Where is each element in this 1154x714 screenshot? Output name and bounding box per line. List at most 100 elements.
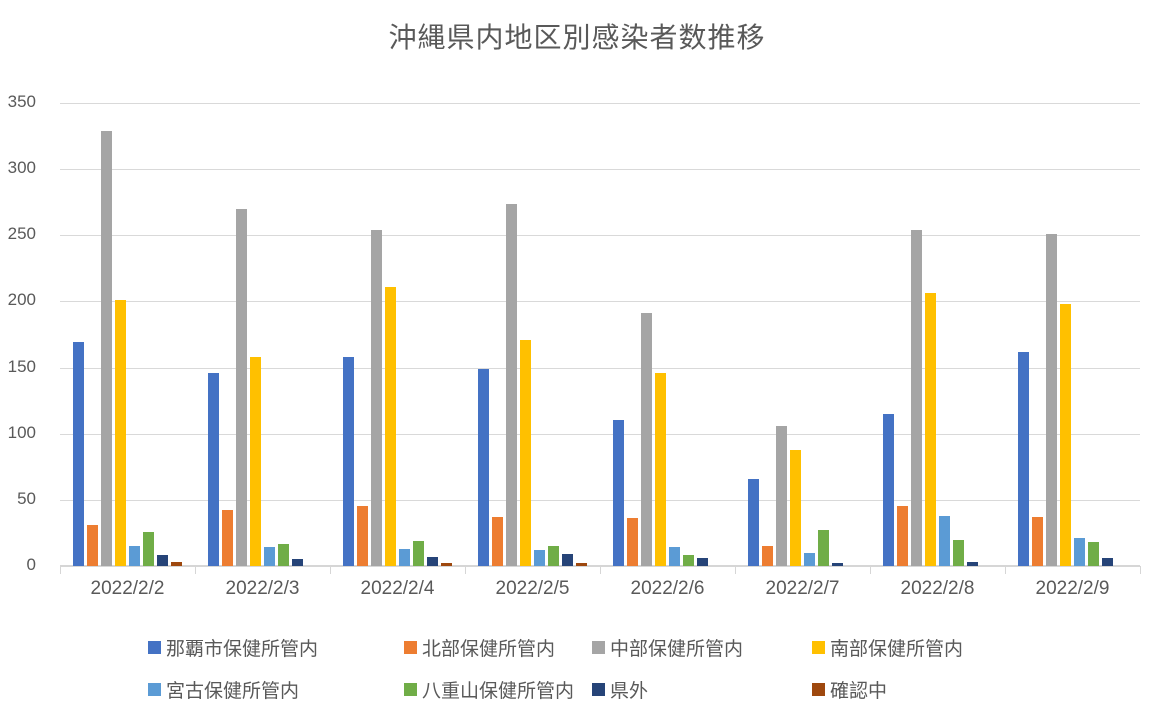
legend-label: 宮古保健所管内 (166, 680, 300, 702)
legend-item-八重山保健所管内: 八重山保健所管内 (404, 676, 592, 703)
bar-宮古保健所管内-2022/2/9 (1074, 538, 1085, 566)
legend-swatch-icon (812, 640, 825, 654)
legend-swatch-icon (148, 682, 161, 696)
legend-label: 確認中 (830, 680, 888, 702)
bar-確認中-2022/2/2 (171, 562, 182, 566)
bar-group-2022/2/3 (195, 103, 330, 566)
bar-八重山保健所管内-2022/2/5 (548, 546, 559, 566)
bar-北部保健所管内-2022/2/7 (762, 546, 773, 566)
bar-宮古保健所管内-2022/2/2 (129, 546, 140, 566)
bar-那覇市保健所管内-2022/2/5 (478, 369, 489, 566)
bar-北部保健所管内-2022/2/6 (627, 518, 638, 566)
legend-item-中部保健所管内: 中部保健所管内 (592, 634, 812, 661)
bar-中部保健所管内-2022/2/4 (371, 230, 382, 566)
bar-確認中-2022/2/5 (576, 563, 587, 566)
bar-宮古保健所管内-2022/2/4 (399, 549, 410, 566)
bar-県外-2022/2/9 (1102, 558, 1113, 566)
x-axis-tick (330, 566, 331, 574)
bar-group-2022/2/8 (870, 103, 1005, 566)
bar-宮古保健所管内-2022/2/7 (804, 553, 815, 566)
bar-八重山保健所管内-2022/2/3 (278, 544, 289, 566)
gridline-300 (60, 169, 1140, 171)
legend-swatch-icon (404, 682, 417, 696)
bar-那覇市保健所管内-2022/2/7 (748, 479, 759, 566)
bar-那覇市保健所管内-2022/2/3 (208, 373, 219, 566)
y-tick-label-200: 200 (7, 290, 36, 310)
x-axis-tick (735, 566, 736, 574)
x-label-2022/2/5: 2022/2/5 (495, 578, 570, 599)
bar-宮古保健所管内-2022/2/5 (534, 550, 545, 566)
legend-item-那覇市保健所管内: 那覇市保健所管内 (148, 634, 404, 661)
bar-那覇市保健所管内-2022/2/4 (343, 357, 354, 566)
bar-北部保健所管内-2022/2/2 (87, 525, 98, 566)
y-tick-label-350: 350 (7, 92, 36, 111)
x-label-2022/2/6: 2022/2/6 (630, 578, 705, 599)
x-axis-tick (1140, 566, 1141, 574)
legend-swatch-icon (812, 682, 825, 696)
bar-南部保健所管内-2022/2/6 (655, 373, 666, 566)
bar-南部保健所管内-2022/2/4 (385, 287, 396, 566)
x-axis-tick (60, 566, 61, 574)
x-axis-tick (465, 566, 466, 574)
bar-中部保健所管内-2022/2/2 (101, 131, 112, 566)
bar-group-2022/2/5 (465, 103, 600, 566)
bar-北部保健所管内-2022/2/9 (1032, 517, 1043, 566)
bar-八重山保健所管内-2022/2/4 (413, 541, 424, 566)
bar-八重山保健所管内-2022/2/9 (1088, 542, 1099, 566)
gridline-100 (60, 433, 1140, 435)
bar-宮古保健所管内-2022/2/6 (669, 547, 680, 566)
bar-那覇市保健所管内-2022/2/8 (883, 414, 894, 566)
bar-県外-2022/2/2 (157, 555, 168, 566)
x-axis-tick (870, 566, 871, 574)
legend-swatch-icon (592, 682, 605, 696)
legend-swatch-icon (404, 640, 417, 654)
bar-中部保健所管内-2022/2/7 (776, 426, 787, 566)
legend-label: 県外 (610, 680, 649, 702)
bar-中部保健所管内-2022/2/6 (641, 313, 652, 566)
bar-八重山保健所管内-2022/2/6 (683, 555, 694, 566)
x-axis-tick (195, 566, 196, 574)
y-tick-label-300: 300 (7, 158, 36, 178)
bar-県外-2022/2/4 (427, 557, 438, 566)
bar-南部保健所管内-2022/2/8 (925, 293, 936, 566)
bar-宮古保健所管内-2022/2/3 (264, 547, 275, 566)
bar-北部保健所管内-2022/2/3 (222, 510, 233, 566)
x-label-2022/2/4: 2022/2/4 (360, 578, 435, 599)
gridline-150 (60, 367, 1140, 369)
bar-県外-2022/2/3 (292, 559, 303, 566)
legend-item-県外: 県外 (592, 676, 812, 703)
bar-那覇市保健所管内-2022/2/6 (613, 420, 624, 566)
y-tick-label-150: 150 (7, 356, 36, 376)
legend: 那覇市保健所管内 北部保健所管内 中部保健所管内 南部保健所管内宮古保健所管内 八重山保… (148, 626, 1032, 710)
legend-item-南部保健所管内: 南部保健所管内 (812, 634, 1032, 661)
gridline-50 (60, 499, 1140, 501)
legend-item-北部保健所管内: 北部保健所管内 (404, 634, 592, 661)
bar-group-2022/2/4 (330, 103, 465, 566)
bar-group-2022/2/6 (600, 103, 735, 566)
bar-八重山保健所管内-2022/2/8 (953, 540, 964, 566)
bar-中部保健所管内-2022/2/8 (911, 230, 922, 566)
bar-那覇市保健所管内-2022/2/2 (73, 342, 84, 566)
bar-南部保健所管内-2022/2/9 (1060, 304, 1071, 566)
x-label-2022/2/9: 2022/2/9 (1035, 578, 1110, 599)
bar-県外-2022/2/7 (832, 563, 843, 566)
x-axis-tick (1005, 566, 1006, 574)
bar-南部保健所管内-2022/2/5 (520, 340, 531, 566)
gridline-250 (60, 235, 1140, 237)
bar-八重山保健所管内-2022/2/7 (818, 530, 829, 566)
bar-南部保健所管内-2022/2/3 (250, 357, 261, 566)
legend-label: 南部保健所管内 (830, 638, 964, 660)
bar-南部保健所管内-2022/2/2 (115, 300, 126, 566)
bar-group-2022/2/2 (60, 103, 195, 566)
bar-県外-2022/2/5 (562, 554, 573, 566)
bar-中部保健所管内-2022/2/5 (506, 204, 517, 566)
bar-那覇市保健所管内-2022/2/9 (1018, 352, 1029, 566)
bar-確認中-2022/2/4 (441, 563, 452, 566)
x-axis-tick (600, 566, 601, 574)
chart-title: 沖縄県内地区別感染者数推移 (388, 22, 766, 53)
y-tick-label-100: 100 (7, 422, 36, 442)
bar-八重山保健所管内-2022/2/2 (143, 532, 154, 566)
bar-県外-2022/2/6 (697, 558, 708, 566)
x-label-2022/2/8: 2022/2/8 (900, 578, 975, 599)
